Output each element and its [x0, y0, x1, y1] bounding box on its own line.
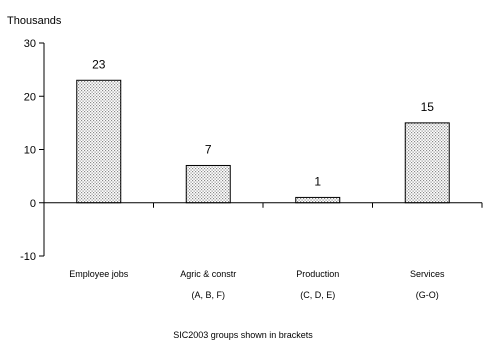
data-label: 23 — [92, 57, 106, 71]
x-tick-sublabel: (G-O) — [416, 290, 439, 300]
bar — [404, 122, 450, 204]
x-tick-sublabel: (A, B, F) — [192, 290, 226, 300]
data-label: 7 — [205, 142, 212, 156]
x-tick-label: Agric & constr — [180, 269, 236, 279]
y-axis-title: Thousands — [7, 15, 62, 27]
bar — [76, 79, 122, 204]
chart-footnote: SIC2003 groups shown in brackets — [173, 330, 313, 340]
y-axis: -10 0 10 20 30 — [20, 38, 45, 263]
y-tick-label: -10 — [20, 251, 36, 263]
bar — [185, 164, 231, 204]
x-tick-label: Employee jobs — [69, 269, 129, 279]
y-tick-label: 0 — [30, 198, 36, 210]
y-tick-label: 30 — [24, 38, 36, 50]
bar — [295, 196, 341, 204]
x-tick-sublabel: (C, D, E) — [300, 290, 335, 300]
x-tick-label: Production — [296, 269, 339, 279]
y-tick-label: 20 — [24, 91, 36, 103]
data-label: 15 — [421, 100, 435, 114]
x-tick-label: Services — [410, 269, 445, 279]
data-label: 1 — [314, 174, 321, 188]
bars: 23 7 1 15 — [76, 57, 450, 204]
y-tick-label: 10 — [24, 145, 36, 157]
x-axis: Employee jobs Agric & constr (A, B, F) Prod… — [44, 202, 483, 300]
